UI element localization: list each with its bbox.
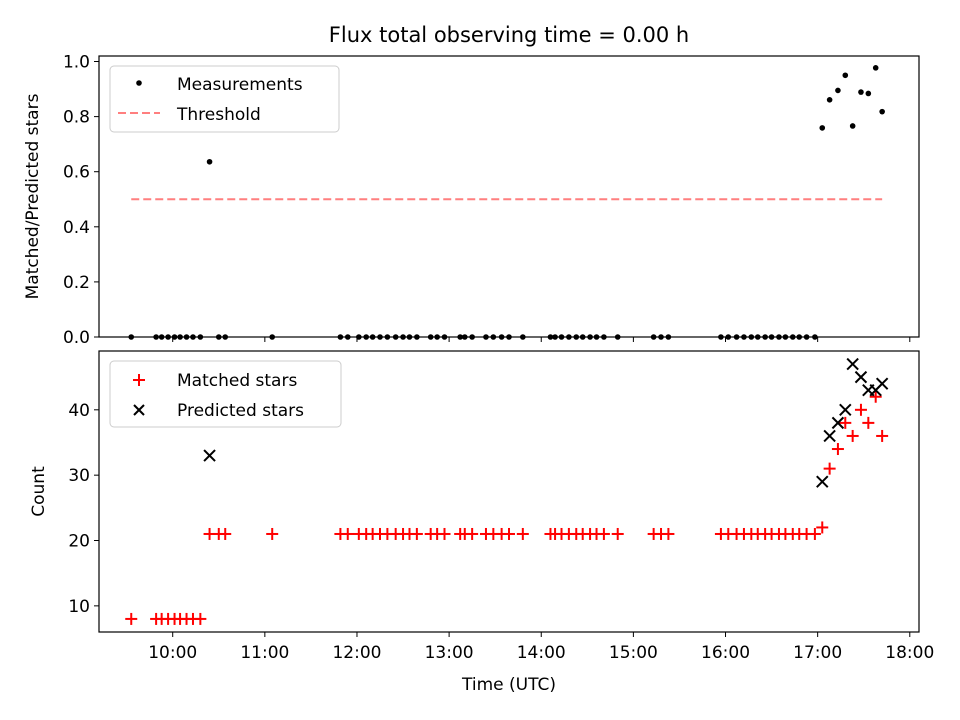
matched-stars-point [808,527,821,540]
xtick-label: 18:00 [885,643,934,663]
matched-stars-point [597,527,610,540]
top-axes-frame [98,55,920,338]
matched-stars-point [831,443,844,456]
predicted-stars-point [846,357,859,371]
measurements-point [826,97,833,103]
matched-stars-point [662,527,675,540]
chart-title: Flux total observing time = 0.00 h [329,23,689,47]
bottom-legend: Matched stars Predicted stars [109,360,342,428]
matched-stars-point [862,416,875,429]
measurements-point [206,158,213,165]
legend-measurements-marker [136,80,142,86]
matched-stars-point [816,521,829,534]
top-ytick-label: 1.0 [63,53,90,73]
xtick-label: 10:00 [148,643,197,663]
matched-stars-point [516,527,529,540]
measurements-point [849,123,856,129]
xtick-label: 14:00 [517,643,566,663]
bottom-legend-box [109,360,342,428]
legend-threshold-label: Threshold [176,105,261,125]
matched-stars-point [194,612,207,625]
xtick-label: 13:00 [425,643,474,663]
top-y-axis-label: Matched/Predicted stars [23,93,43,299]
matched-stars-point [410,527,423,540]
matched-stars-point [839,416,852,429]
matched-stars-point [438,527,451,540]
legend-predicted-label: Predicted stars [177,401,304,421]
top-ytick-label: 0.6 [63,163,90,183]
measurements-point [872,65,879,71]
predicted-stars-point [816,475,829,488]
matched-stars-point [846,429,859,442]
measurements-point [842,72,849,79]
predicted-stars-point [203,449,216,462]
matched-stars-point [266,527,279,540]
xtick-label: 17:00 [793,643,842,663]
matched-stars-point [823,462,836,475]
predicted-stars-point [839,403,852,417]
legend-matched-marker [133,374,145,386]
xtick-label: 12:00 [332,643,381,663]
legend-measurements-label: Measurements [177,75,303,95]
predicted-stars-point [823,429,836,443]
predicted-stars-point [831,416,845,430]
measurements-point [879,108,885,115]
top-x-axis [172,337,911,342]
bottom-axes-frame [98,350,920,633]
measurements-point [858,89,864,95]
predicted-stars-point [854,370,868,384]
top-panel: 0.0 0.2 0.4 0.6 0.8 1.0 Matched/Predicted sta… [23,53,920,348]
matched-stars-point [869,390,882,403]
matched-stars-point [611,527,624,540]
bottom-ytick-label: 30 [68,466,90,486]
top-ytick-label: 0.0 [63,328,90,348]
bottom-y-axis: 10 20 30 40 [68,401,99,617]
predicted-stars-point [875,377,889,390]
matched-stars-point [854,403,867,416]
bottom-ytick-label: 20 [68,532,90,552]
x-axis-label: Time (UTC) [461,675,556,695]
top-legend: Measurements Threshold [109,65,340,133]
matched-stars-point [341,527,354,540]
bottom-x-axis: 10:00 11:00 12:00 13:00 14:00 15:00 16:00 17:00… [148,632,934,663]
matched-stars-point [219,527,232,540]
bottom-plot-area [125,357,889,625]
xtick-label: 16:00 [701,643,750,663]
measurements-point [819,125,826,131]
bottom-y-axis-label: Count [29,466,49,517]
matched-stars-point [876,429,889,442]
matched-stars-point [466,527,479,540]
top-ytick-label: 0.2 [63,273,90,293]
measurements-point [865,90,872,97]
matched-stars-point [503,527,515,540]
measurements-point [835,87,841,94]
matched-stars-point [125,612,138,625]
top-legend-box [109,65,340,133]
top-ytick-label: 0.4 [63,218,90,238]
legend-predicted-marker [133,404,145,416]
xtick-label: 15:00 [609,643,658,663]
top-ytick-label: 0.8 [63,108,90,128]
xtick-label: 11:00 [240,643,289,663]
bottom-ytick-label: 10 [68,597,90,617]
legend-matched-label: Matched stars [177,371,297,391]
bottom-ytick-label: 40 [68,401,90,421]
top-y-axis: 0.0 0.2 0.4 0.6 0.8 1.0 [63,53,99,348]
